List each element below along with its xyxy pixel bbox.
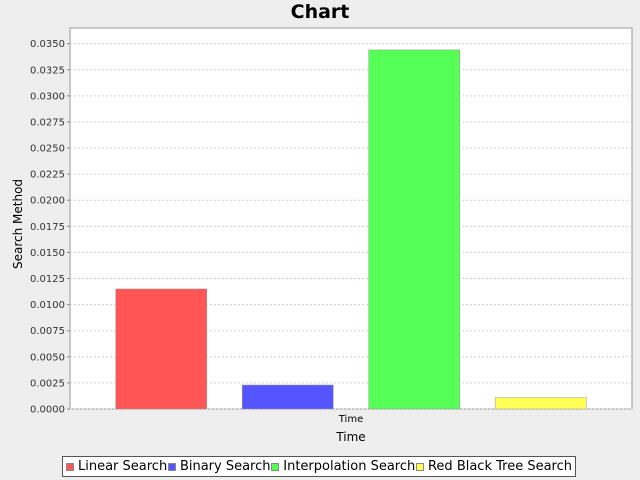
legend-label: Binary Search	[179, 459, 271, 474]
bar-binary-search	[241, 384, 334, 410]
legend-item: Binary Search	[167, 459, 271, 474]
y-tick-label: 0.0175	[30, 222, 65, 233]
legend-swatch	[66, 462, 74, 471]
bars	[115, 49, 587, 410]
y-axis-label: Search Method	[11, 179, 25, 269]
bar-interpolation-search	[368, 49, 461, 410]
legend-swatch	[415, 462, 424, 471]
legend-swatch	[167, 462, 176, 471]
y-tick-label: 0.0150	[30, 248, 65, 259]
x-category-label: Time	[338, 414, 363, 425]
legend-label: Interpolation Search	[283, 459, 416, 474]
bar-chart: 0.0000 0.0025 0.0050 0.0075 0.0100 0.0125 0.01…	[11, 27, 633, 444]
legend-label: Linear Search	[78, 459, 168, 474]
y-tick-label: 0.0350	[30, 39, 65, 50]
y-axis-ticks: 0.0000 0.0025 0.0050 0.0075 0.0100 0.0125 0.01…	[30, 39, 70, 416]
y-tick-label: 0.0200	[30, 196, 65, 207]
legend-label: Red Black Tree Search	[427, 459, 572, 474]
legend-swatch	[271, 462, 280, 471]
y-tick-label: 0.0125	[30, 274, 65, 285]
y-tick-label: 0.0250	[30, 144, 65, 155]
y-tick-label: 0.0225	[30, 170, 65, 181]
legend-item: Linear Search	[66, 459, 167, 474]
y-tick-label: 0.0050	[30, 352, 65, 363]
y-tick-label: 0.0075	[30, 326, 65, 337]
bar-red-black-tree-search	[494, 397, 587, 410]
bar-linear-search	[115, 288, 208, 410]
legend-item: Interpolation Search	[271, 459, 415, 474]
y-tick-label: 0.0000	[30, 405, 65, 416]
y-tick-label: 0.0275	[30, 117, 65, 128]
x-axis-label: Time	[335, 430, 365, 444]
legend-item: Red Black Tree Search	[415, 459, 572, 474]
legend: Linear Search Binary Search Interpolation …	[62, 456, 576, 477]
y-tick-label: 0.0100	[30, 300, 65, 311]
chart-title: Chart	[290, 1, 350, 23]
y-tick-label: 0.0025	[30, 378, 65, 389]
y-tick-label: 0.0325	[30, 65, 65, 76]
y-tick-label: 0.0300	[30, 91, 65, 102]
